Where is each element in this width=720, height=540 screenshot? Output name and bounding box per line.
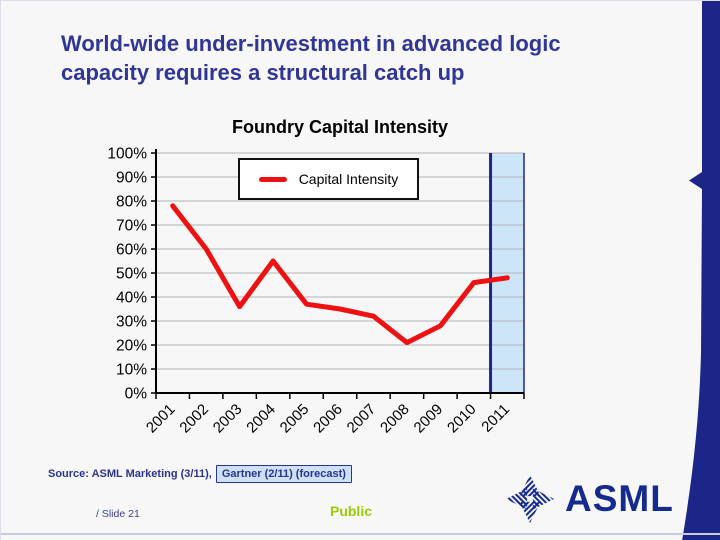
svg-text:2001: 2001: [143, 401, 179, 437]
svg-text:2010: 2010: [444, 401, 480, 437]
svg-text:2003: 2003: [210, 401, 246, 437]
svg-text:70%: 70%: [116, 218, 147, 235]
source-text: Source: ASML Marketing (3/11),: [48, 468, 212, 480]
chart-title: Foundry Capital Intensity: [231, 117, 449, 137]
legend-series-label: Capital Intensity: [298, 171, 399, 187]
source-forecast-highlight: Gartner (2/11) (forecast): [215, 465, 352, 483]
svg-text:10%: 10%: [116, 362, 147, 379]
legend-line-swatch: [258, 176, 287, 182]
asml-logo-icon: [505, 474, 555, 524]
svg-text:2008: 2008: [377, 401, 413, 437]
footer-divider: [1, 533, 720, 535]
svg-text:80%: 80%: [116, 194, 147, 211]
svg-text:0%: 0%: [125, 386, 148, 403]
svg-text:20%: 20%: [116, 338, 147, 355]
asml-logo: ASML: [505, 473, 674, 525]
slide-title-line2: capacity requires a structural catch up: [61, 60, 465, 85]
slide-edge-accent-bar: [682, 1, 720, 540]
svg-text:60%: 60%: [116, 242, 147, 259]
asml-logo-text: ASML: [565, 478, 674, 519]
svg-text:2002: 2002: [176, 401, 212, 437]
svg-text:50%: 50%: [116, 266, 147, 283]
svg-text:90%: 90%: [116, 170, 147, 187]
svg-text:30%: 30%: [116, 314, 147, 331]
svg-text:2011: 2011: [478, 401, 513, 436]
slide-title-line1: World-wide under-investment in advanced …: [61, 31, 561, 56]
capital-intensity-line-chart: 0%10%20%30%40%50%60%70%80%90%100%2001200…: [107, 146, 525, 437]
chart-legend: Capital Intensity: [238, 158, 419, 200]
svg-text:2009: 2009: [411, 401, 447, 437]
svg-text:100%: 100%: [107, 146, 147, 163]
svg-text:40%: 40%: [116, 290, 147, 307]
svg-text:2007: 2007: [344, 401, 380, 437]
svg-text:2004: 2004: [243, 401, 279, 437]
svg-text:2005: 2005: [277, 401, 313, 437]
classification-label: Public: [329, 503, 372, 519]
svg-text:2006: 2006: [310, 401, 346, 437]
source-line: Source: ASML Marketing (3/11), Gartner (…: [48, 465, 352, 483]
slide-number: / Slide 21: [96, 508, 140, 520]
slide-title: World-wide under-investment in advanced …: [61, 29, 651, 87]
